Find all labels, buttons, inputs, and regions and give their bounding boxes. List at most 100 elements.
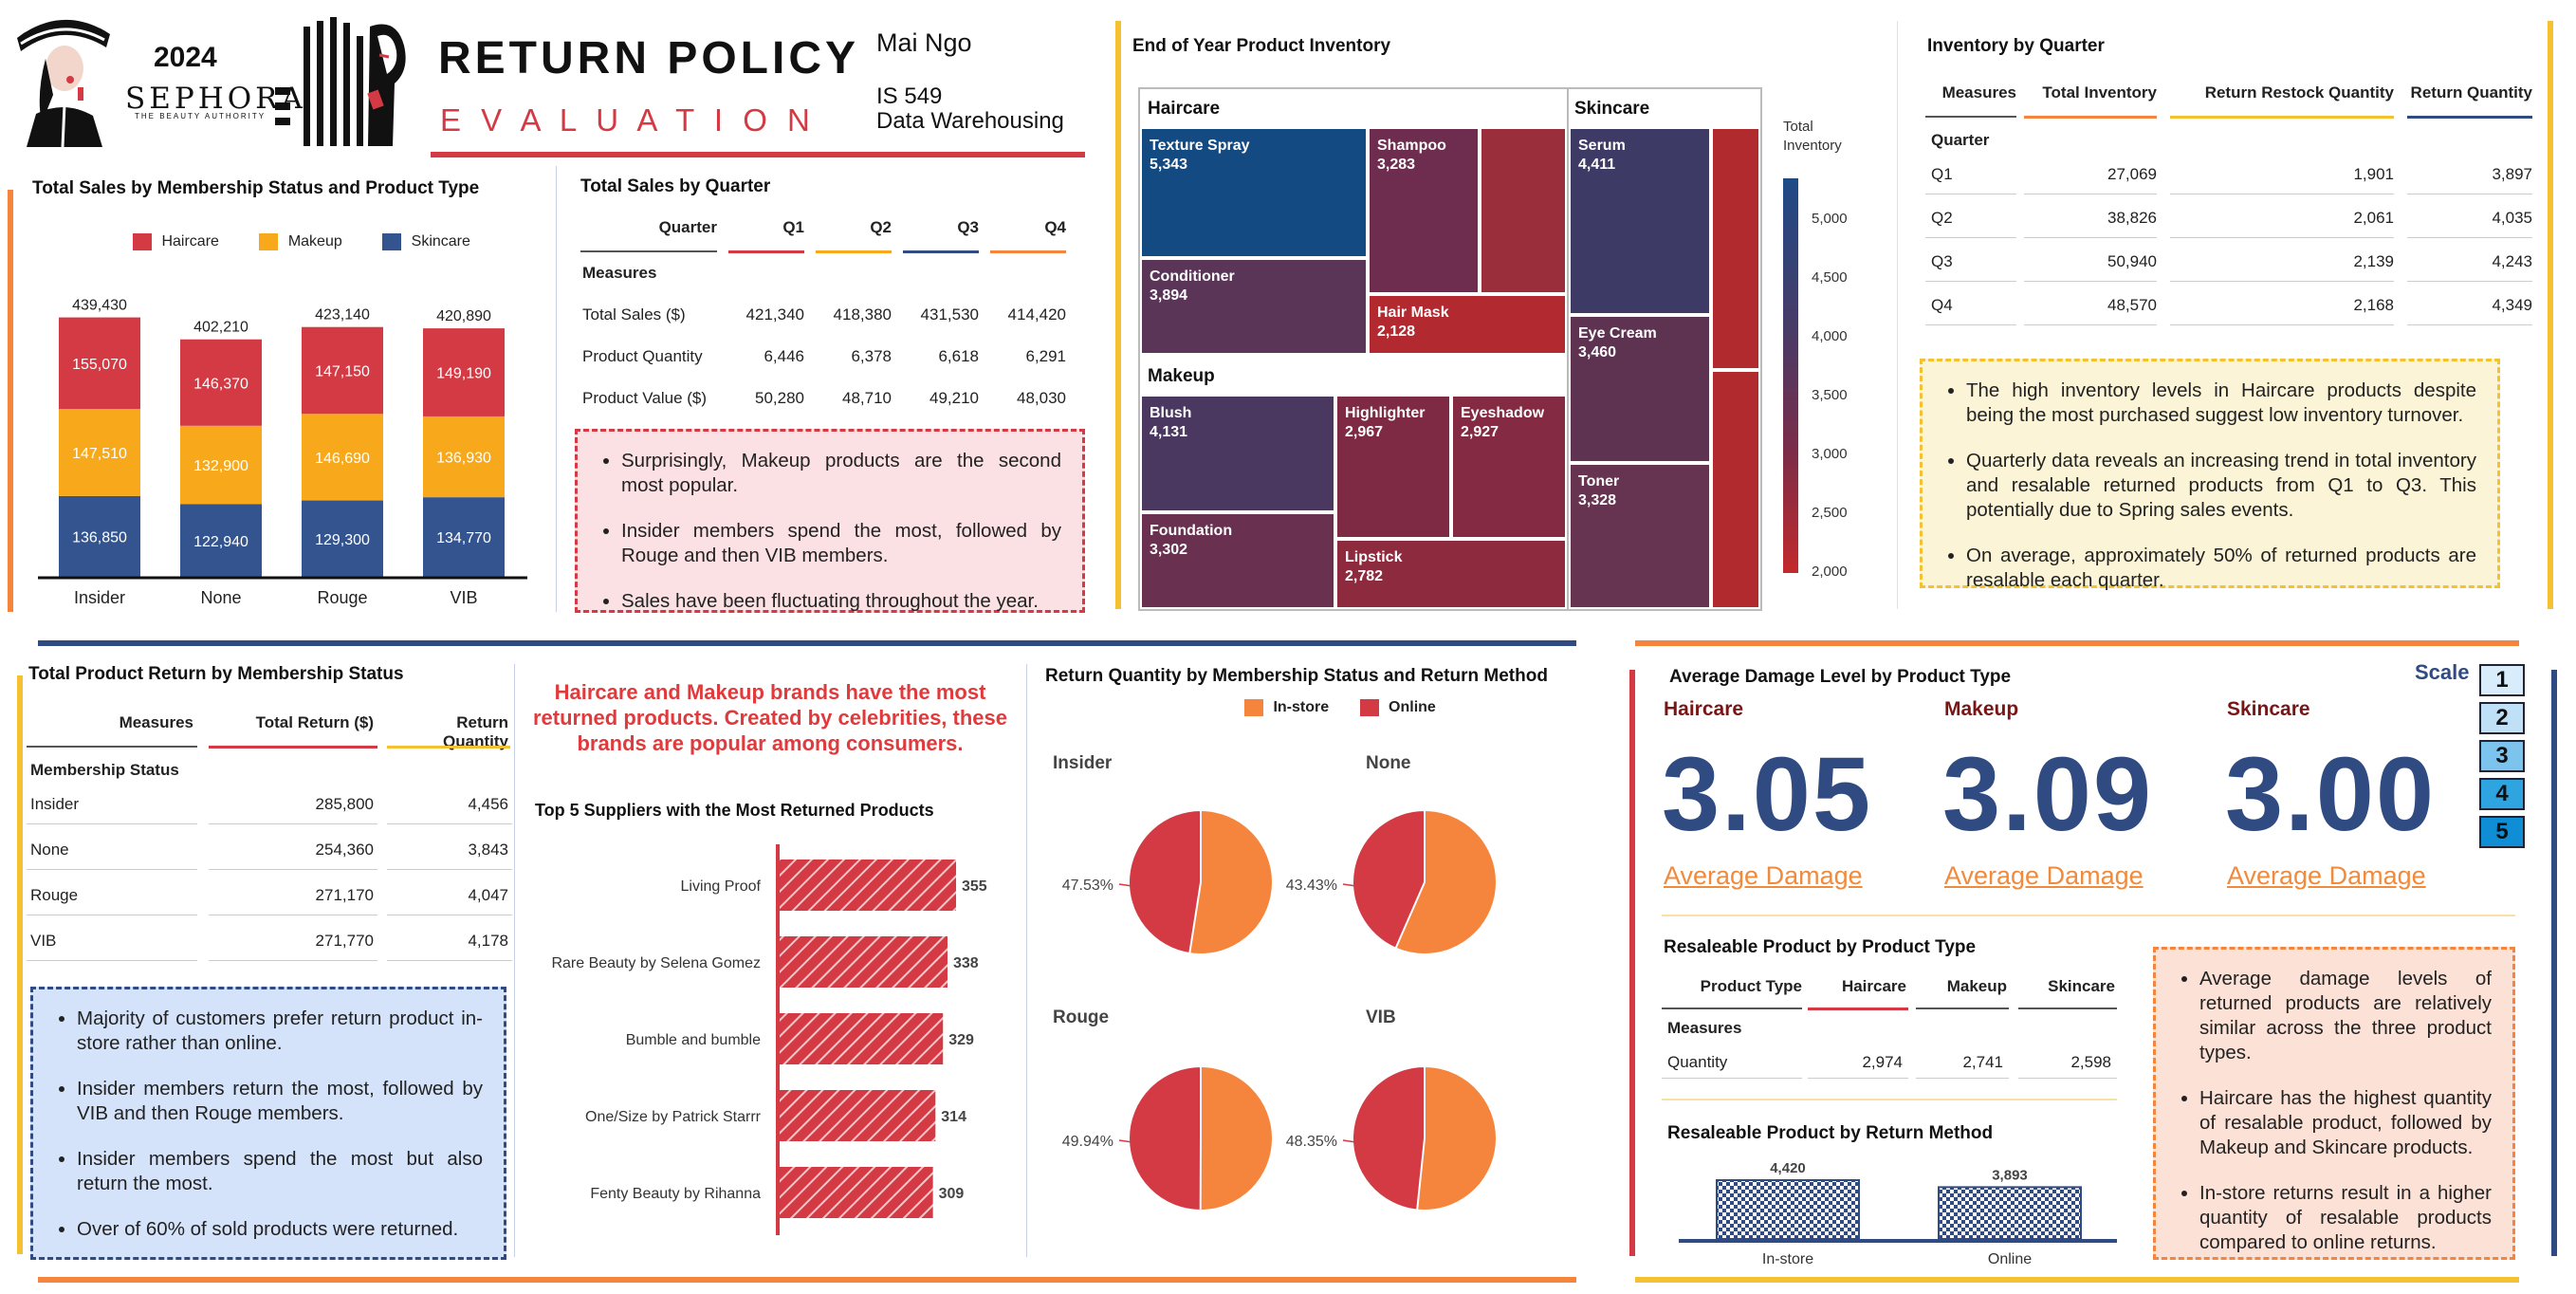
resaleable-method-chart: 4,420 In-store 3,893 Online (1679, 1160, 2117, 1267)
cell-name: Foundation (1150, 523, 1233, 539)
insight-item: Haircare has the highest quantity of res… (2199, 1086, 2492, 1160)
row-label: Q4 (1931, 296, 1953, 314)
cell-value: 50,280 (755, 389, 804, 407)
treemap-cell-toner: Toner 3,328 (1569, 463, 1711, 609)
y-tick-label: One/Size by Patrick Starrr (585, 1109, 762, 1125)
divider-bar (1635, 640, 2519, 646)
col-underline (2407, 116, 2532, 119)
inventory-tree-title: End of Year Product Inventory (1132, 36, 1391, 56)
bar-value-label: 122,940 (193, 534, 248, 550)
table-row: Q2 38,826 2,061 4,035 (1925, 205, 2532, 243)
insight-item: Sales have been fluctuating throughout t… (621, 589, 1061, 614)
row-divider (2024, 281, 2157, 282)
group-label-makeup: Makeup (1148, 366, 1215, 386)
cell-value: 27,069 (2107, 165, 2157, 183)
row-divider (209, 869, 377, 870)
cell-value: 48,030 (1017, 389, 1066, 407)
cell-value: 418,380 (833, 305, 892, 324)
cell-value: 2,598 (2070, 1053, 2111, 1071)
legend-tick: 2,500 (1812, 505, 1848, 521)
col-underline (387, 746, 510, 749)
table-row: Product Quantity 6,446 6,378 6,618 6,291 (580, 347, 1074, 376)
treemap-cell (1480, 127, 1567, 294)
cell-value: 3,843 (468, 841, 508, 859)
row-label: VIB (30, 932, 57, 950)
cell-value: 5,343 (1150, 157, 1188, 173)
table-row: Q3 50,940 2,139 4,243 (1925, 249, 2532, 287)
bar-segment (59, 317, 140, 410)
cell-value: 3,897 (2492, 165, 2532, 183)
bar-value-label: 309 (939, 1186, 965, 1202)
y-tick-label: Fenty Beauty by Rihanna (590, 1186, 761, 1202)
cell-name: Conditioner (1150, 268, 1235, 285)
cell-value: 4,411 (1578, 157, 1616, 173)
col-header-return-qty: Return Quantity (2410, 83, 2532, 102)
legend-label-skincare: Skincare (411, 233, 470, 250)
treemap-legend-title: Total Inventory (1783, 119, 1842, 154)
row-divider (2170, 237, 2394, 238)
row-label: Quantity (1667, 1053, 1728, 1071)
col-underline (2018, 1007, 2117, 1009)
bar-segment (302, 326, 383, 415)
damage-category-haircare: Haircare (1664, 698, 1744, 720)
cell-value: 254,360 (315, 841, 374, 859)
bar-segment (423, 328, 505, 416)
bar-segment (302, 414, 383, 501)
cell-value: 421,340 (745, 305, 804, 324)
pie-pct-label: 48.35% (1286, 1134, 1337, 1150)
bar-value-label: 155,070 (72, 357, 127, 373)
bar-value-label: 329 (948, 1032, 974, 1048)
scale-box-2: 2 (2479, 702, 2525, 734)
damage-caption-haircare: Average Damage (1664, 861, 1863, 890)
bar-value-label: 338 (953, 955, 979, 971)
cell-value: 2,061 (2353, 209, 2394, 227)
legend-swatch-haircare (133, 233, 152, 250)
sephora-logo: SEPHORA (125, 82, 306, 116)
row-divider (387, 823, 512, 824)
cell-value: 3,894 (1150, 287, 1188, 304)
damage-insight-note: Average damage levels of returned produc… (2153, 947, 2515, 1260)
cell-value: 3,302 (1150, 542, 1188, 558)
bar-segment (423, 416, 505, 498)
sales-insight-note: Surprisingly, Makeup products are the se… (575, 429, 1085, 613)
bar-total-label: 420,890 (436, 308, 491, 324)
cell-value: 4,349 (2492, 296, 2532, 314)
cell-value: 2,168 (2353, 296, 2394, 314)
pie-pct-label: 49.94% (1062, 1134, 1113, 1150)
insight-item: Average damage levels of returned produc… (2199, 967, 2492, 1065)
col-underline (1916, 1007, 2009, 1009)
cell-value: 6,291 (1025, 347, 1066, 365)
pie-slice-online (1352, 808, 1426, 950)
treemap-cell-hair-mask: Hair Mask 2,128 (1368, 294, 1567, 355)
cell-name: Blush (1150, 405, 1192, 421)
divider-bar (431, 152, 1085, 157)
header: 2024 SEPHORA THE BEAUTY AUTHORITY RETURN… (0, 0, 1100, 152)
dashboard-subtitle: E V A L U A T I O N (440, 102, 816, 138)
row-header-measures: Measures (1667, 1019, 1742, 1037)
cell-value: 3,328 (1578, 492, 1617, 508)
sales-membership-legend: Haircare Makeup Skincare (133, 233, 470, 250)
col-underline-q2 (816, 250, 892, 253)
x-tick-label: Rouge (317, 588, 367, 607)
row-label: Insider (30, 795, 80, 813)
col-header-total-return: Total Return ($) (255, 713, 374, 731)
row-label: Q3 (1931, 252, 1953, 270)
cell-name: Serum (1578, 138, 1626, 154)
bar-value-label: 132,900 (193, 458, 248, 474)
bar-value-label: 149,190 (436, 366, 491, 382)
legend-label-instore: In-store (1273, 699, 1330, 715)
bar-segment (180, 425, 262, 505)
pie-label-leader (1118, 1139, 1133, 1143)
row-divider (2024, 324, 2157, 325)
pie-label-leader (1342, 1139, 1357, 1143)
treemap-cell-foundation: Foundation 3,302 (1140, 512, 1335, 609)
col-header-line (27, 746, 197, 748)
cell-value: 4,047 (468, 886, 508, 904)
bar-value-label: 136,930 (436, 451, 491, 467)
x-tick-label: Online (1988, 1251, 2032, 1267)
pie-title-none: None (1366, 753, 1411, 773)
accent-bar (2551, 670, 2557, 1256)
cell-value: 2,128 (1377, 324, 1416, 340)
divider-bar (38, 640, 1576, 646)
fashion-woman-illustration (8, 9, 120, 147)
